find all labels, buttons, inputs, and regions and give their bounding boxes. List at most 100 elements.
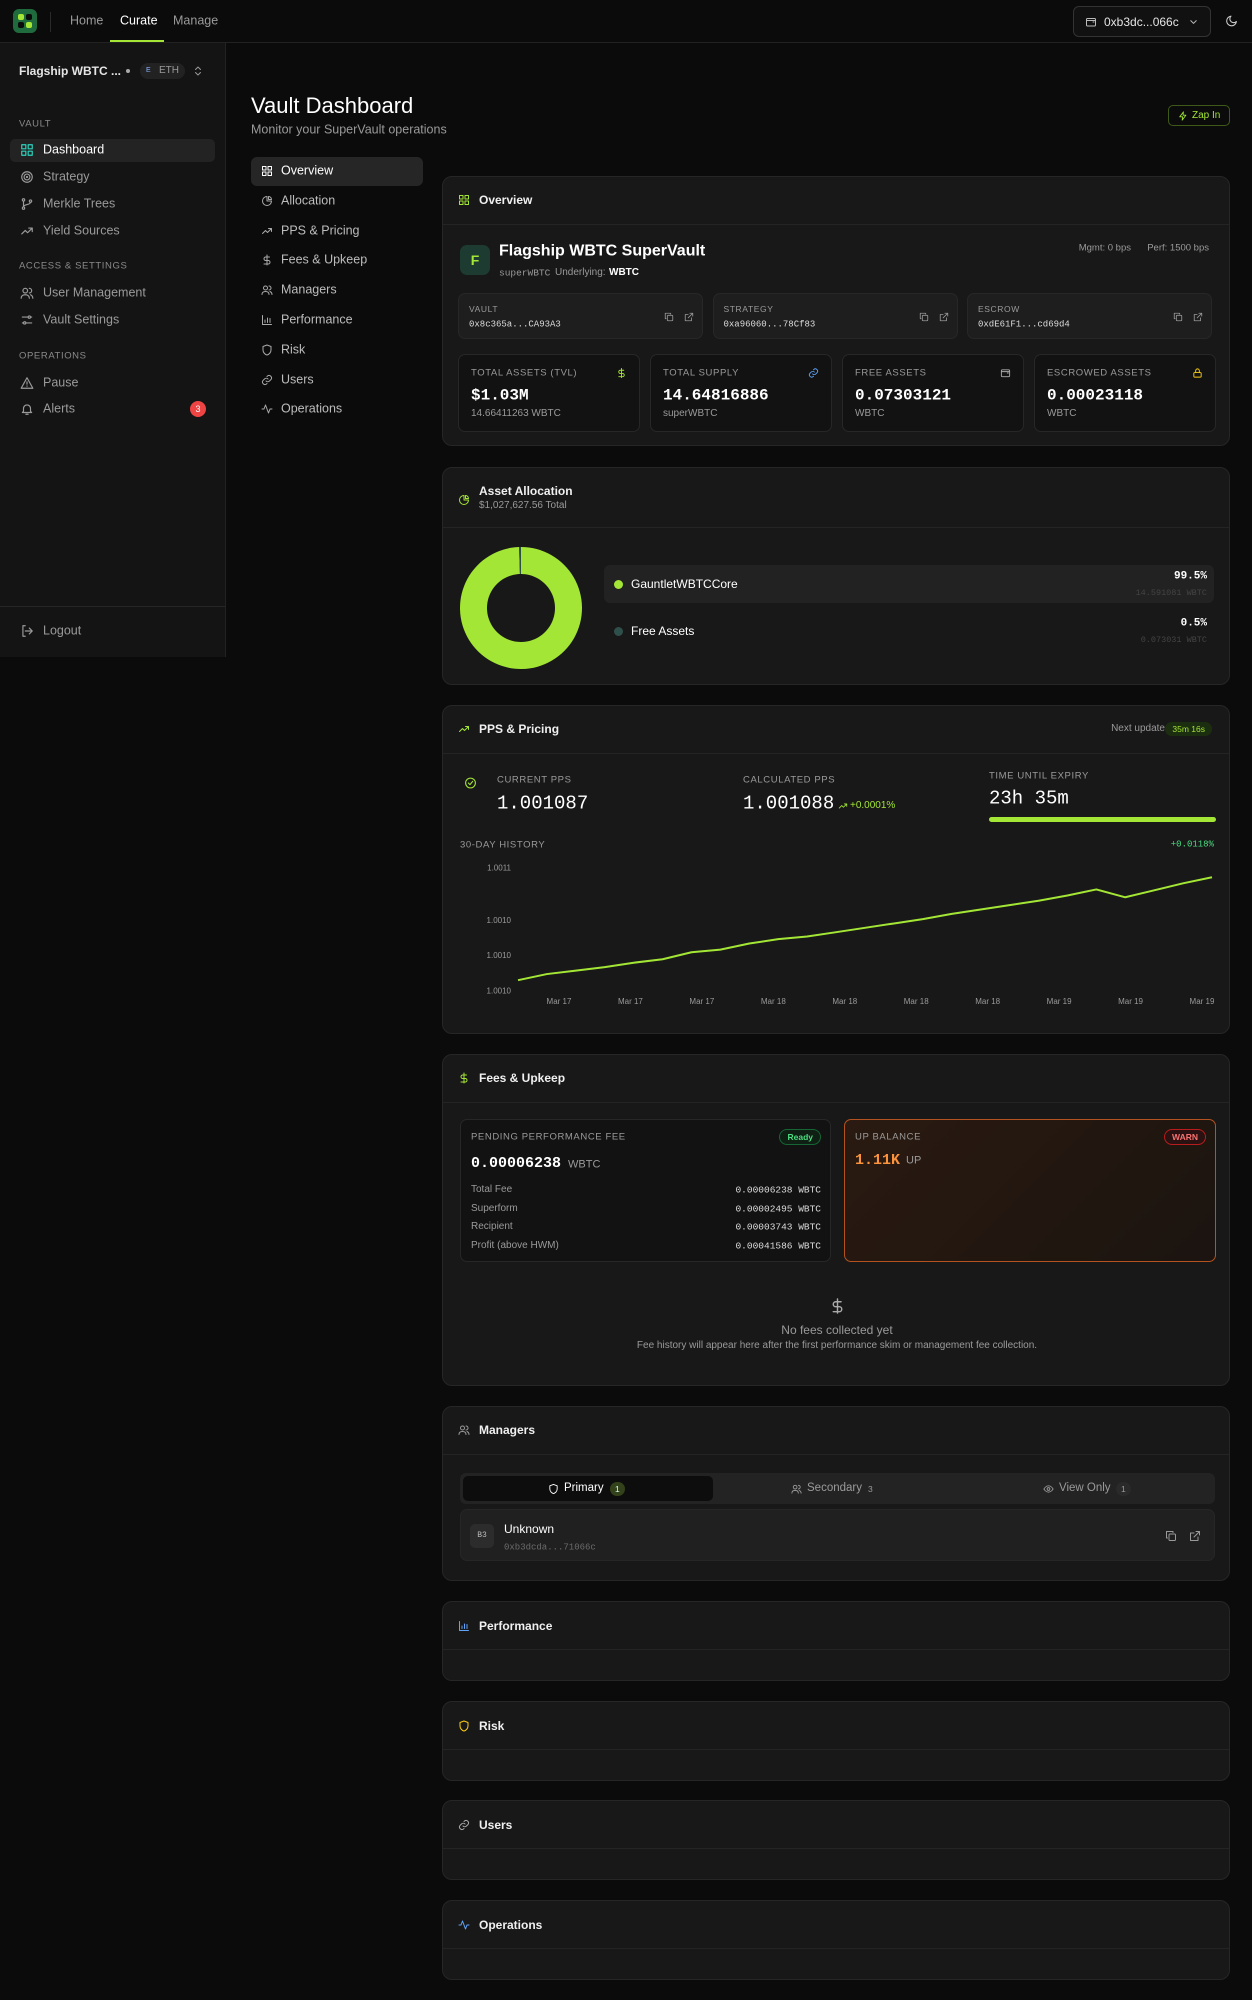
address-box: STRATEGY 0xa96060...78Cf83 <box>712 293 958 339</box>
card-divider <box>443 1454 1229 1455</box>
stat-sub: 14.66411263 WBTC <box>471 408 561 419</box>
external-link[interactable] <box>1189 1530 1201 1542</box>
box-label: PENDING PERFORMANCE FEE <box>471 1131 626 1143</box>
section-icon <box>261 374 273 386</box>
card-subtitle: $1,027,627.56 Total <box>479 500 567 511</box>
section-icon <box>261 344 273 356</box>
history-change: +0.0118% <box>1170 839 1214 850</box>
logout[interactable]: Logout <box>43 623 82 638</box>
address: 0xa96060...78Cf83 <box>723 319 816 330</box>
card-divider <box>443 1848 1229 1850</box>
section-link[interactable]: Overview <box>281 163 334 178</box>
next-update-label: Next update <box>1111 723 1165 734</box>
copy-button[interactable] <box>919 312 929 322</box>
divider <box>50 12 51 32</box>
tab-active <box>463 1476 713 1501</box>
pending-unit: WBTC <box>568 1158 601 1171</box>
fee-row-value: 0.00002495 WBTC <box>735 1202 821 1214</box>
wallet-address: 0xb3dc...066c <box>1104 14 1179 29</box>
copy-button[interactable] <box>1165 1530 1177 1542</box>
wallet-button[interactable]: 0xb3dc...066c <box>1073 6 1211 37</box>
fee-row-label: Total Fee <box>471 1184 513 1195</box>
y-tick-label: 1.0011 <box>487 864 511 873</box>
address: 0xdE61F1...cd69d4 <box>978 319 1070 330</box>
vault-avatar: F <box>460 245 490 275</box>
item-icon <box>20 313 34 327</box>
manager-address: 0xb3dcda...71066c <box>504 1542 596 1553</box>
fee-row-label: Profit (above HWM) <box>471 1240 559 1252</box>
section-link[interactable]: Risk <box>281 342 306 357</box>
fees-card: Fees & Upkeep PENDING PERFORMANCE FEE Re… <box>442 1054 1230 1386</box>
sidebar-item[interactable]: Yield Sources <box>43 223 120 238</box>
external-link[interactable] <box>1193 312 1203 322</box>
external-link[interactable] <box>939 312 949 322</box>
network-badge: E ETH <box>140 63 185 79</box>
x-tick-label: Mar 19 <box>1047 997 1072 1006</box>
group-title: OPERATIONS <box>19 350 87 362</box>
section-link[interactable]: Users <box>281 372 314 387</box>
x-tick-label: Mar 18 <box>761 997 786 1006</box>
nav-link-active[interactable]: Curate <box>120 13 158 28</box>
card-icon <box>458 1072 470 1084</box>
mgmt-fee: Mgmt: 0 bps <box>1078 242 1131 254</box>
donut-chart <box>459 547 582 669</box>
section-link[interactable]: PPS & Pricing <box>281 223 360 238</box>
vault-selector[interactable]: Flagship WBTC ... <box>19 63 121 78</box>
sidebar-item[interactable]: Strategy <box>43 169 90 184</box>
copy-button[interactable] <box>1173 312 1183 322</box>
tab-icon <box>1043 1484 1054 1495</box>
sidebar-item[interactable]: Merkle Trees <box>43 196 116 211</box>
card-divider <box>443 224 1229 225</box>
perf-fee: Perf: 1500 bps <box>1147 242 1209 254</box>
card-divider <box>443 753 1229 754</box>
section-link[interactable]: Fees & Upkeep <box>281 252 368 267</box>
vault-name: Flagship WBTC SuperVault <box>499 242 706 260</box>
theme-toggle[interactable] <box>1225 15 1238 28</box>
section-link[interactable]: Performance <box>281 312 353 327</box>
section-link[interactable]: Allocation <box>281 193 336 208</box>
stat-icon <box>808 368 819 379</box>
tab-count: 1 <box>610 1482 625 1496</box>
expiry: 23h 35m <box>989 787 1069 810</box>
section-link[interactable]: Managers <box>281 282 337 297</box>
card-title: Risk <box>479 1718 505 1733</box>
stat-value: $1.03M <box>471 386 529 405</box>
nav-link[interactable]: Manage <box>173 13 219 28</box>
card-title: Managers <box>479 1422 536 1437</box>
stat-sub: superWBTC <box>663 408 718 419</box>
tab-count: 3 <box>868 1484 873 1494</box>
card-divider <box>443 1748 1229 1750</box>
sidebar-item[interactable]: User Management <box>43 285 146 300</box>
item-icon <box>20 402 34 416</box>
fee-row-label: Superform <box>471 1202 518 1214</box>
section-link[interactable]: Operations <box>281 401 343 416</box>
item-icon <box>20 197 34 211</box>
top-bar: Home Curate Manage 0xb3dc...066c <box>0 0 1252 43</box>
logo[interactable] <box>13 9 37 33</box>
network: ETH <box>159 65 179 76</box>
legend-name: GauntletWBTCCore <box>631 576 738 591</box>
sidebar-item[interactable]: Dashboard <box>43 142 105 157</box>
nav-link[interactable]: Home <box>70 13 104 28</box>
address-box: VAULT 0x8c365a...CA93A3 <box>458 293 703 339</box>
zap-button[interactable]: Zap In <box>1168 105 1230 126</box>
x-tick-label: Mar 18 <box>975 997 1000 1006</box>
selector-chevron <box>192 65 204 77</box>
stat-box: TOTAL SUPPLY 14.64816886 superWBTC <box>650 354 832 432</box>
stat-label: CURRENT PPS <box>497 774 572 786</box>
pps-card: PPS & Pricing Next update 35m 16s CURREN… <box>442 705 1230 1034</box>
section-icon <box>261 284 273 296</box>
tab[interactable]: Secondary <box>807 1482 862 1495</box>
sidebar-item[interactable]: Vault Settings <box>43 312 120 327</box>
zap-label: Zap In <box>1192 110 1221 121</box>
sidebar-item[interactable]: Alerts <box>43 401 75 416</box>
tab[interactable]: View Only <box>1059 1482 1111 1495</box>
tab[interactable]: Primary <box>564 1482 604 1495</box>
card-title: Operations <box>479 1917 543 1932</box>
legend-amount: 0.073031 WBTC <box>1140 634 1207 645</box>
copy-button[interactable] <box>664 312 674 322</box>
sidebar-item[interactable]: Pause <box>43 375 79 390</box>
external-link[interactable] <box>684 312 694 322</box>
card-icon <box>458 1819 470 1831</box>
